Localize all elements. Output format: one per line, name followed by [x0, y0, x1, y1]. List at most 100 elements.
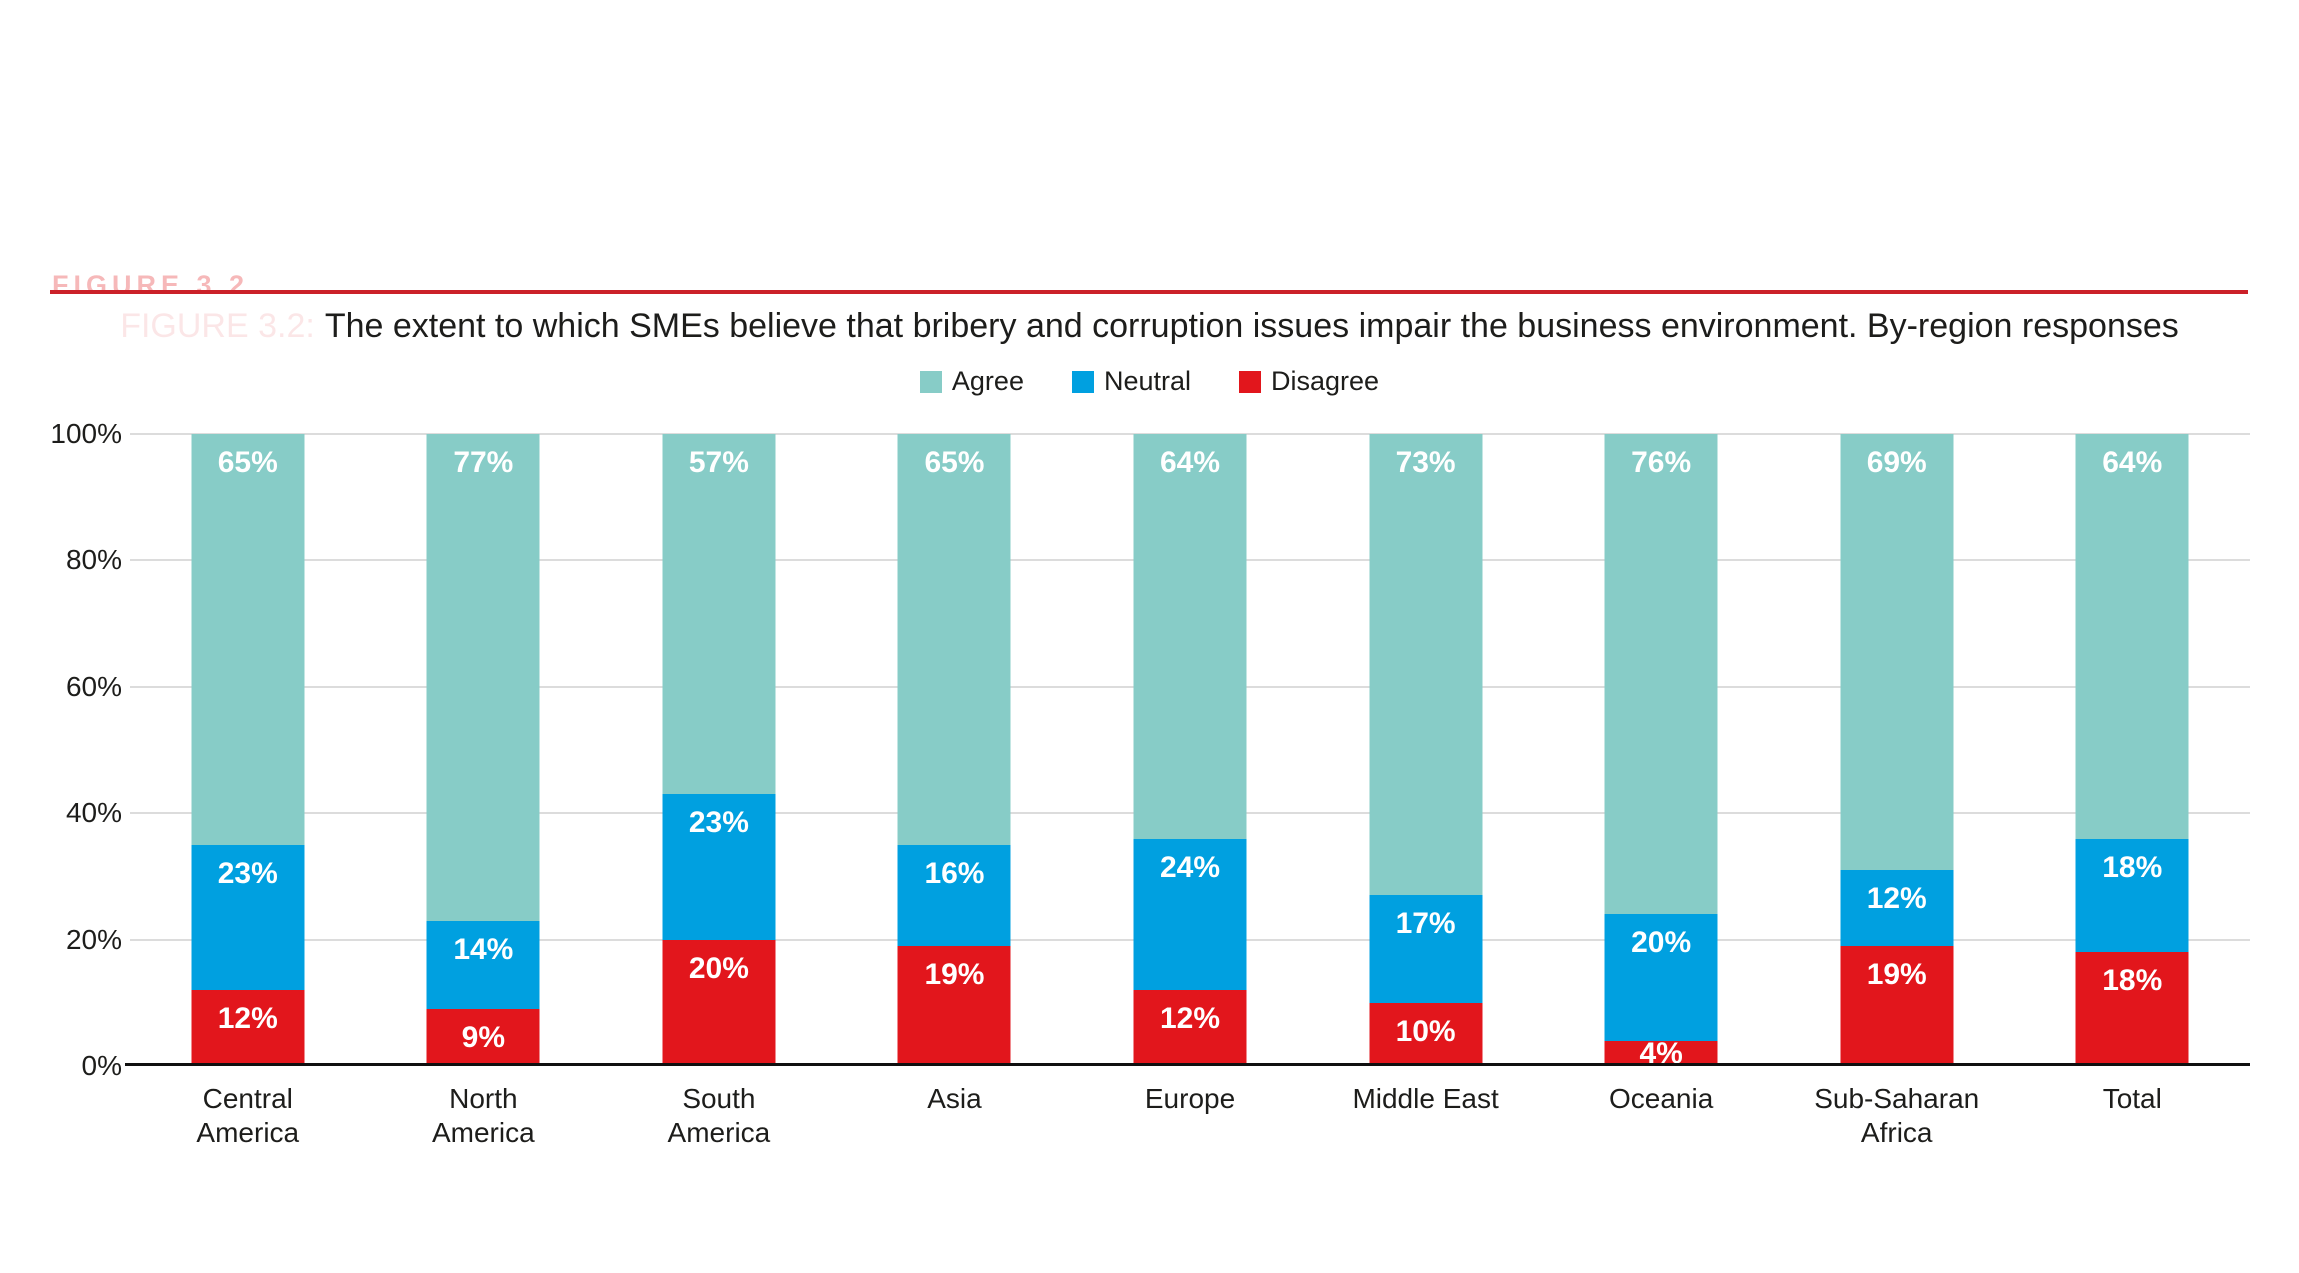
x-axis-label-europe: Europe [1072, 1082, 1308, 1150]
bar-segment-agree: 64% [1133, 434, 1247, 839]
y-axis: 0% 20% 40% 60% 80% 100% [30, 418, 122, 1081]
legend-item-neutral: Neutral [1071, 366, 1192, 397]
bar-segment-neutral: 23% [662, 794, 776, 940]
x-axis-label-line: Europe [1144, 1083, 1236, 1114]
x-axis-label-middle east: Middle East [1308, 1082, 1544, 1150]
segment-value-label: 23% [217, 856, 278, 890]
segment-value-label: 19% [924, 957, 985, 991]
x-axis-label-line: Africa [1860, 1117, 1933, 1148]
legend-label: Neutral [1103, 366, 1192, 396]
grid-line-100 [130, 433, 2250, 435]
bar-segment-agree: 65% [897, 434, 1011, 845]
top-red-rule [50, 290, 2248, 294]
segment-value-label: 64% [2102, 446, 2163, 480]
bar-segment-disagree: 9% [426, 1009, 540, 1066]
legend-label: Agree [951, 366, 1024, 396]
legend: Agree Neutral Disagree [0, 366, 2299, 397]
chart-title: The extent to which SMEs believe that br… [324, 307, 2179, 345]
y-axis-label: 0% [81, 1050, 122, 1081]
bar-europe: 64% 24% 12% [1133, 434, 1247, 1066]
x-axis-label-north-america: North America [366, 1082, 602, 1150]
chart-title-row: FIGURE 3.2: The extent to which SMEs beli… [0, 304, 2299, 348]
bar-segment-disagree: 12% [191, 990, 305, 1066]
segment-value-label: 20% [1631, 926, 1692, 960]
x-axis-label-line: South [682, 1083, 756, 1114]
bar-segment-agree: 77% [426, 434, 540, 921]
bar-slot-1: 65% 23% 12% [130, 434, 366, 1066]
y-axis-label: 80% [65, 544, 122, 576]
x-axis-label-line: America [196, 1117, 300, 1148]
x-axis-label-line: America [667, 1117, 771, 1148]
segment-value-label: 64% [1160, 446, 1221, 480]
bar-slot-9: 64% 18% 18% [2015, 434, 2251, 1066]
segment-value-label: 65% [924, 446, 985, 480]
bar-middle east: 73% 17% 10% [1369, 434, 1483, 1066]
x-axis-line [125, 1063, 2250, 1066]
bar-segment-neutral: 24% [1133, 838, 1247, 991]
bar-north-america: 77% 14% 9% [426, 434, 540, 1066]
x-axis-label-asia: Asia [837, 1082, 1073, 1150]
bar-segment-disagree: 20% [662, 939, 776, 1066]
bar-total: 64% 18% 18% [2075, 434, 2189, 1066]
bar-slot-4: 65% 16% 19% [837, 434, 1073, 1066]
segment-value-label: 65% [217, 446, 278, 480]
bar-slot-3: 57% 23% 20% [601, 434, 837, 1066]
segment-value-label: 17% [1395, 907, 1456, 941]
bar-segment-disagree: 19% [1840, 945, 1954, 1066]
segment-value-label: 24% [1160, 850, 1221, 884]
bar-central-america: 65% 23% 12% [191, 434, 305, 1066]
x-axis: Central America North America South America As… [130, 1082, 2250, 1150]
bar-sub-saharan-africa: 69% 12% 19% [1840, 434, 1954, 1066]
segment-value-label: 77% [453, 446, 514, 480]
x-axis-label-line: North [449, 1083, 518, 1114]
segment-value-label: 73% [1395, 446, 1456, 480]
faded-figure-label: FIGURE 3.2 [52, 270, 532, 290]
x-axis-label-line: Total [2102, 1083, 2162, 1114]
bar-segment-neutral: 14% [426, 920, 540, 1010]
y-axis-label: 40% [65, 797, 122, 829]
segment-value-label: 19% [1866, 957, 1927, 991]
bars: 65% 23% 12% 77% 14% 9% 57% 23% 20% 65% 16% 19% 64% 24… [130, 434, 2251, 1070]
legend-item-disagree: Disagree [1239, 366, 1379, 397]
segment-value-label: 12% [1160, 1002, 1221, 1036]
legend-item-agree: Agree [919, 366, 1024, 397]
x-axis-label-line: Sub-Saharan [1814, 1083, 1980, 1114]
segment-value-label: 18% [2102, 964, 2163, 998]
segment-value-label: 69% [1866, 446, 1927, 480]
segment-value-label: 18% [2102, 850, 2163, 884]
y-axis-label: 20% [65, 923, 122, 955]
segment-value-label: 16% [924, 856, 985, 890]
segment-value-label: 14% [453, 932, 514, 966]
x-axis-label-line: Central [202, 1083, 293, 1114]
bar-segment-agree: 64% [2075, 434, 2189, 839]
bar-segment-neutral: 12% [1840, 870, 1954, 946]
segment-value-label: 76% [1631, 446, 1692, 480]
bar-segment-disagree: 19% [897, 945, 1011, 1066]
faded-figure-prefix: FIGURE 3.2: [120, 307, 315, 345]
bar-segment-agree: 65% [191, 434, 305, 845]
x-axis-label-oceania: Oceania [1543, 1082, 1779, 1150]
bar-oceania: 76% 20% 4% [1604, 434, 1718, 1070]
x-axis-label-central-america: Central America [130, 1082, 366, 1150]
x-axis-label-south-america: South America [601, 1082, 837, 1150]
y-axis-label: 60% [65, 670, 122, 702]
bar-south-america: 57% 23% 20% [662, 434, 776, 1066]
bar-segment-agree: 69% [1840, 434, 1954, 871]
bar-segment-agree: 73% [1369, 434, 1483, 896]
bar-slot-6: 73% 17% 10% [1308, 434, 1544, 1066]
bar-segment-neutral: 20% [1604, 914, 1718, 1041]
bar-asia: 65% 16% 19% [897, 434, 1011, 1066]
x-axis-label-line: Asia [927, 1083, 982, 1114]
plot-area: 65% 23% 12% 77% 14% 9% 57% 23% 20% 65% 16% 19% 64% 24… [130, 433, 2251, 1070]
bar-segment-agree: 76% [1604, 434, 1718, 915]
faded-figure-label-text: FIGURE 3.2 [52, 270, 250, 290]
segment-value-label: 4% [1639, 1036, 1683, 1070]
legend-label: Disagree [1271, 366, 1380, 396]
bar-segment-neutral: 18% [2075, 838, 2189, 953]
x-axis-label-total: Total [2015, 1082, 2251, 1150]
bar-segment-neutral: 16% [897, 844, 1011, 946]
bar-segment-disagree: 10% [1369, 1002, 1483, 1066]
bar-segment-agree: 57% [662, 434, 776, 795]
segment-value-label: 12% [1866, 882, 1927, 916]
